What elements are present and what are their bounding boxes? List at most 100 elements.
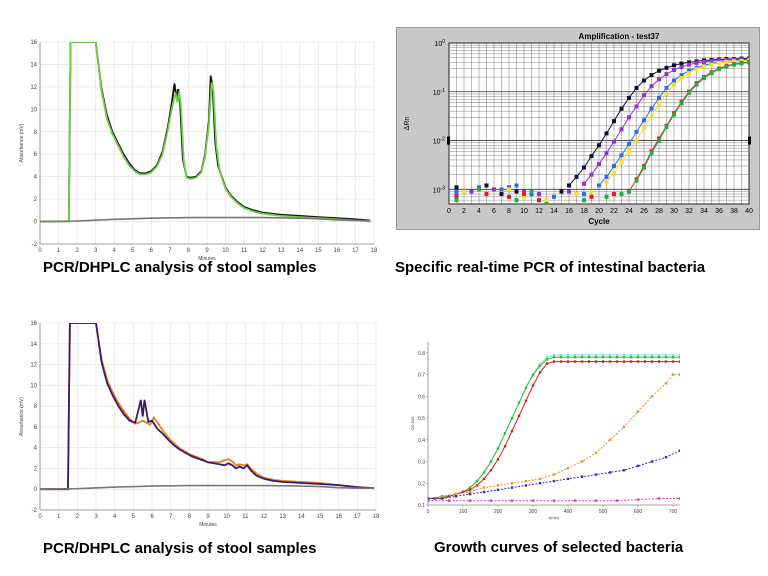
data-point [694,67,699,72]
data-point [594,360,598,363]
y-tick-label: 0.8 [418,351,425,357]
data-point [454,185,459,190]
data-point [492,187,496,192]
panel-growth: 0 100 200 300 400 500 600 700 0.1 0.2 0.3 0.4 0.5 0.6… [410,332,690,522]
data-point [566,477,570,481]
data-point [687,60,691,65]
data-point [601,356,605,359]
panel-dhplc-top: 0 1 2 3 4 5 6 7 8 9 10 11 12 13 14 15 16 17 18 -2 0 2 4 6 8 10 12 1… [0,30,385,262]
data-point [559,189,564,194]
data-point [574,192,579,197]
x-axis-label: t(min) [549,515,560,520]
y-tick-label: 0.7 [418,373,425,379]
x-tick-label: 5 [132,514,136,520]
data-point [538,362,542,365]
data-point [538,371,542,374]
data-point [664,455,668,459]
y-tick-label: 12 [30,363,37,369]
y-tick-label: 8 [34,130,38,136]
x-tick-label: 4 [113,514,117,520]
data-point [510,482,514,485]
data-point [594,451,598,455]
data-point [678,497,680,500]
y-tick-label: -2 [32,242,38,248]
x-tick-label: 16 [565,208,573,215]
data-point [566,360,570,363]
data-point [650,395,654,398]
data-point [462,189,466,194]
data-point [522,192,526,197]
x-tick-label: 14 [298,514,305,520]
data-point [650,353,654,357]
y-tick-label: 16 [30,321,37,327]
x-tick-label: 2 [462,208,466,215]
data-point [679,73,684,78]
data-point [482,471,486,474]
x-tick-label: 11 [241,248,248,254]
data-point [636,360,640,363]
data-point [559,353,563,357]
data-point [545,362,549,365]
x-tick-label: 5 [131,248,135,254]
x-tick-label: 400 [564,509,573,515]
series-group [428,353,680,502]
x-tick-label: 10 [520,208,528,215]
data-point [589,194,594,199]
data-point [552,194,556,199]
data-point [524,386,528,389]
x-tick-label: 0 [447,208,451,215]
data-point [649,113,654,118]
data-point [619,127,624,132]
data-point [739,58,744,63]
data-point [468,486,472,489]
data-point [642,165,646,170]
data-point [582,181,586,186]
x-tick-label: 3 [94,248,98,254]
y-tick-label: 4 [34,446,38,452]
data-point [447,499,451,502]
y-tick-label: 16 [30,40,37,46]
x-tick-label: 1 [57,248,61,254]
data-point [678,353,680,357]
caption-top-left: PCR/DHPLC analysis of stool samples [43,259,317,276]
data-point [679,65,684,70]
data-point [574,174,579,179]
x-tick-label: 9 [206,514,210,520]
data-point [604,194,609,199]
data-point [580,475,584,478]
x-tick-label: 7 [169,514,173,520]
data-point [552,479,556,483]
x-tick-label: 13 [279,514,286,520]
data-point [634,129,639,134]
data-point [531,373,535,376]
x-tick-label: 0 [38,248,42,254]
caption-top-right: Specific real-time PCR of intestinal bac… [395,259,706,276]
x-tick-label: 4 [477,208,481,215]
data-point [514,198,519,203]
data-point [679,61,684,66]
data-point [650,460,654,463]
data-point [642,118,646,123]
x-tick-label: 10 [222,248,229,254]
x-tick-label: 6 [150,514,154,520]
y-tick-label: 10 [30,383,37,389]
x-tick-label: 300 [529,509,538,515]
data-point [489,499,493,502]
data-point [567,189,571,194]
data-point [482,486,486,489]
x-tick-label: 13 [278,248,285,254]
x-tick-label: 22 [610,208,618,215]
data-point [687,68,691,73]
series-line-2 [428,361,680,499]
x-tick-label: 8 [187,248,191,254]
data-point [587,353,591,357]
x-tick-label: 200 [494,509,503,515]
series-line-0 [428,354,680,499]
data-point [657,360,661,363]
x-tick-label: 0 [38,514,42,520]
data-point [552,360,556,363]
data-point [702,76,706,81]
data-point [517,401,521,405]
data-point [687,90,691,95]
x-tick-label: 24 [625,208,633,215]
